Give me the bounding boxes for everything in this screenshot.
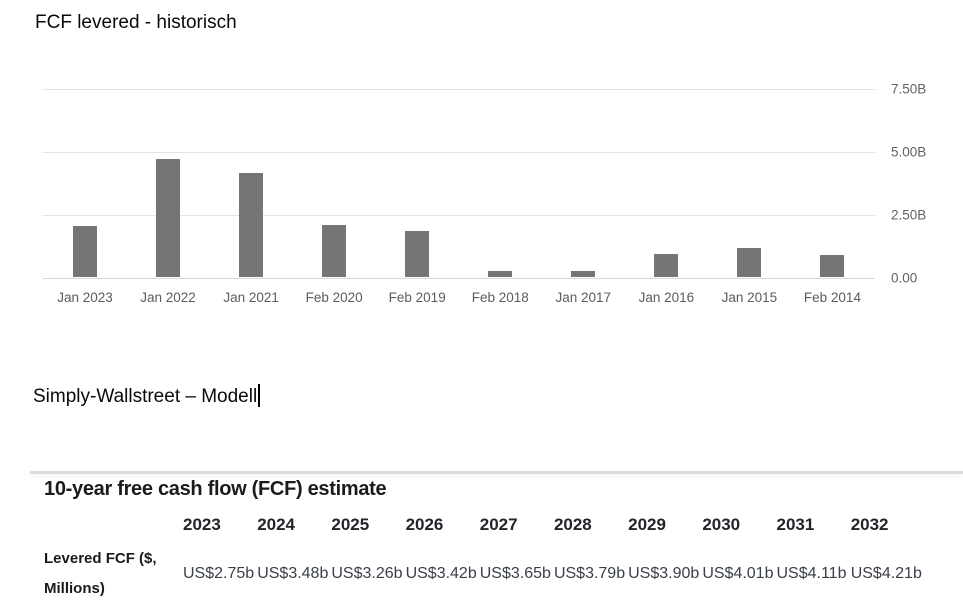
table-title: 10-year free cash flow (FCF) estimate: [44, 478, 387, 500]
year-column-header: 2030: [702, 515, 741, 534]
levered-fcf-value: US$2.75b: [183, 565, 255, 582]
x-axis-label: Feb 2014: [803, 290, 861, 305]
table-header-empty-cell: [44, 514, 183, 536]
x-axis-label: Jan 2016: [638, 290, 695, 305]
levered-fcf-value: US$3.79b: [553, 565, 626, 582]
x-axis-label: Jan 2021: [223, 290, 279, 305]
table-top-border: [30, 471, 963, 474]
bar-feb-2020: [322, 225, 347, 278]
levered-fcf-value: US$3.26b: [331, 565, 403, 582]
year-column-header: 2023: [183, 515, 221, 534]
fcf-estimate-table: 10-year free cash flow (FCF) estimate 20…: [30, 471, 963, 608]
bar-feb-2014: [820, 254, 845, 278]
levered-fcf-value: US$3.48b: [257, 565, 329, 582]
bar-jan-2015: [737, 247, 762, 278]
bar-jan-2022: [156, 158, 181, 278]
year-column-header: 2028: [553, 515, 592, 534]
x-axis-label: Jan 2017: [555, 290, 612, 305]
chart-gridline: [43, 214, 875, 216]
bar-jan-2016: [654, 253, 679, 278]
year-column-header: 2029: [628, 515, 666, 534]
doc-heading-model[interactable]: Simply-Wallstreet – Modell: [33, 384, 261, 408]
bar-jan-2017: [571, 271, 596, 278]
year-column-header: 2026: [405, 515, 444, 534]
levered-fcf-value: US$4.01b: [702, 565, 774, 582]
x-axis-label: Feb 2020: [305, 290, 363, 305]
table-data-row: Levered FCF ($, Millions) US$2.75b US$3.4…: [44, 544, 925, 604]
x-axis-label: Jan 2022: [140, 290, 196, 305]
x-axis-label: Jan 2015: [721, 290, 778, 305]
levered-fcf-value: US$3.90b: [628, 565, 700, 582]
year-column-header: 2024: [257, 515, 296, 534]
year-column-header: 2031: [776, 515, 815, 534]
text-cursor-caret: [258, 384, 261, 407]
bar-feb-2018: [488, 271, 513, 278]
year-column-header: 2027: [479, 515, 518, 534]
levered-fcf-value: US$3.42b: [405, 565, 477, 582]
x-axis-label: Feb 2019: [388, 290, 446, 305]
doc-heading-model-text: Simply-Wallstreet – Modell: [33, 386, 258, 407]
fcf-bar-chart: 7.50B 5.00B 2.50B 0.00 Jan 2023 Jan 2022 Jan …: [43, 81, 927, 305]
year-column-header: 2032: [850, 515, 889, 534]
year-column-header: 2025: [331, 515, 370, 534]
y-axis-tick-label: 5.00B: [891, 144, 927, 160]
table-row-label: Levered FCF ($, Millions): [44, 550, 157, 597]
x-axis-label: Feb 2018: [471, 290, 529, 305]
bar-jan-2023: [73, 225, 97, 278]
y-axis-tick-label: 0.00: [891, 270, 918, 285]
chart-baseline: [43, 277, 875, 279]
bar-jan-2021: [239, 173, 264, 278]
chart-gridline: [43, 89, 875, 90]
levered-fcf-value: US$3.65b: [479, 565, 551, 582]
x-axis-label: Jan 2023: [57, 290, 113, 305]
doc-heading-fcf-historisch[interactable]: FCF levered - historisch: [35, 12, 237, 33]
levered-fcf-value: US$4.11b: [776, 565, 847, 582]
y-axis-tick-label: 7.50B: [891, 81, 927, 97]
levered-fcf-value: US$4.21b: [850, 565, 922, 582]
bar-feb-2019: [405, 231, 430, 278]
chart-gridline: [43, 151, 875, 153]
y-axis-tick-label: 2.50B: [891, 207, 927, 223]
table-header-row: 2023 2024 2025 2026 2027 2028 2029 2030 2031 2032: [44, 514, 925, 536]
